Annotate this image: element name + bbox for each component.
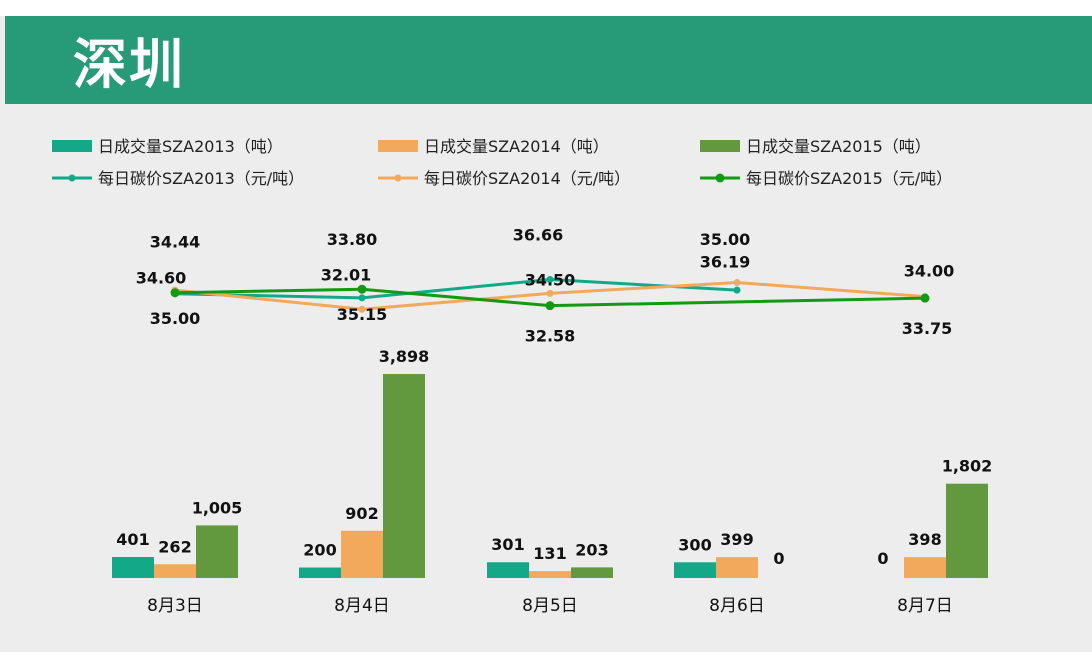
page-title: 深圳 — [73, 33, 185, 96]
legend-label-line-2: 每日碳价SZA2014（元/吨） — [424, 169, 630, 188]
price-label-3-3: 32.58 — [525, 327, 576, 346]
bar-3-5 — [946, 483, 988, 578]
price-point-1-2 — [358, 294, 366, 302]
price-label-1-1: 34.44 — [150, 233, 201, 252]
bar-label-2-5: 398 — [908, 530, 941, 549]
price-label-1-3: 36.66 — [513, 226, 564, 245]
legend-marker-3 — [715, 173, 725, 183]
price-point-2-4 — [733, 279, 741, 287]
bar-label-2-4: 399 — [720, 530, 753, 549]
bar-label-3-5: 1,802 — [942, 457, 993, 476]
legend-label-line-3: 每日碳价SZA2015（元/吨） — [746, 169, 952, 188]
bar-label-3-4: 0 — [773, 549, 784, 568]
bar-label-3-3: 203 — [575, 540, 608, 559]
bar-label-1-4: 300 — [678, 535, 711, 554]
bar-label-3-2: 3,898 — [379, 347, 430, 366]
legend-swatch-bar-1 — [52, 140, 92, 152]
price-label-2-2: 32.01 — [321, 265, 372, 284]
price-point-2-2 — [358, 305, 366, 313]
price-line-1 — [174, 278, 738, 300]
bar-1-4 — [674, 562, 716, 578]
price-line-3 — [174, 287, 926, 308]
price-label-2-5: 34.00 — [904, 262, 955, 281]
legend-marker-1 — [68, 174, 76, 182]
price-point-1-4 — [733, 286, 741, 294]
bar-label-2-1: 262 — [158, 537, 191, 556]
price-label-3-2: 35.15 — [337, 305, 388, 324]
bar-1-2 — [299, 567, 341, 578]
category-label-3: 8月5日 — [522, 596, 578, 616]
bar-3-1 — [196, 525, 238, 578]
bar-3-2 — [383, 374, 425, 578]
bar-label-1-5: 0 — [877, 549, 888, 568]
bar-label-1-2: 200 — [303, 541, 336, 560]
price-label-3-1: 34.60 — [136, 269, 187, 288]
price-point-1-3 — [546, 276, 554, 284]
bar-2-4 — [716, 557, 758, 578]
bar-label-2-2: 902 — [345, 504, 378, 523]
price-label-1-2: 33.80 — [327, 230, 378, 249]
legend-marker-2 — [394, 174, 402, 182]
legend-label-bar-1: 日成交量SZA2013（吨） — [98, 137, 283, 156]
legend-label-line-1: 每日碳价SZA2013（元/吨） — [98, 169, 304, 188]
legend-label-bar-2: 日成交量SZA2014（吨） — [424, 137, 609, 156]
category-label-2: 8月4日 — [334, 596, 390, 616]
price-label-2-1: 35.00 — [150, 309, 201, 328]
bar-3-3 — [571, 567, 613, 578]
price-label-2-4: 36.19 — [700, 253, 751, 272]
bar-2-2 — [341, 530, 383, 578]
top-strip — [0, 0, 1092, 16]
price-point-2-3 — [546, 289, 554, 297]
price-label-3-5: 33.75 — [902, 319, 953, 338]
header-banner: 深圳 — [5, 16, 1092, 104]
category-label-5: 8月7日 — [897, 596, 953, 616]
price-point-3-5 — [920, 293, 930, 303]
bar-label-1-3: 301 — [491, 535, 524, 554]
category-label-4: 8月6日 — [709, 596, 765, 616]
bar-label-2-3: 131 — [533, 544, 566, 563]
bar-2-3 — [529, 571, 571, 578]
bar-2-5 — [904, 557, 946, 578]
bar-2-1 — [154, 564, 196, 578]
bar-label-1-1: 401 — [116, 530, 149, 549]
bar-label-3-1: 1,005 — [192, 498, 243, 517]
price-label-1-4: 35.00 — [700, 230, 751, 249]
category-label-1: 8月3日 — [147, 596, 203, 616]
legend-swatch-bar-3 — [700, 140, 740, 152]
price-point-3-3 — [545, 301, 555, 311]
price-point-3-1 — [170, 288, 180, 298]
legend-label-bar-3: 日成交量SZA2015（吨） — [746, 137, 931, 156]
legend-swatch-bar-2 — [378, 140, 418, 152]
price-label-2-3: 34.50 — [525, 270, 576, 289]
price-point-3-2 — [357, 284, 367, 294]
bar-1-3 — [487, 562, 529, 578]
bar-1-1 — [112, 557, 154, 578]
